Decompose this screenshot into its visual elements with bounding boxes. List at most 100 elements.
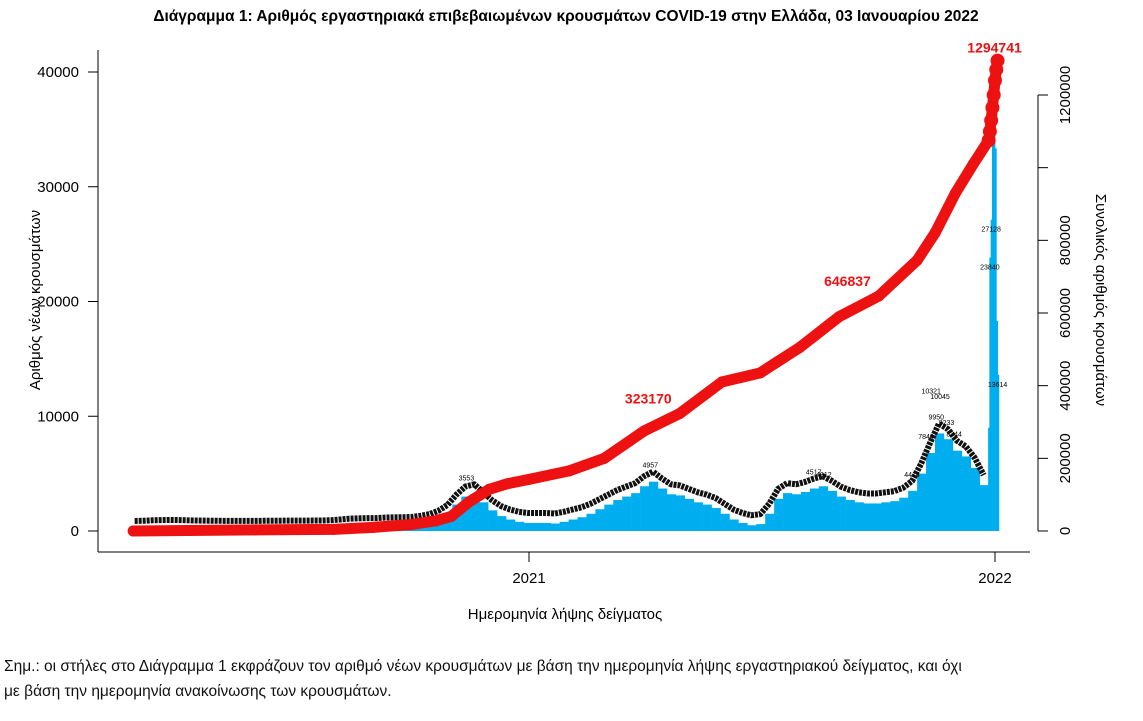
bars-layer bbox=[130, 62, 1000, 531]
cumulative-point bbox=[563, 465, 575, 477]
axes-layer: 0100002000030000400000200000400000600000… bbox=[37, 50, 1074, 587]
bar bbox=[863, 503, 873, 531]
cumulative-point bbox=[911, 254, 923, 266]
cumulative-point bbox=[967, 158, 979, 170]
cumulative-point bbox=[873, 290, 885, 302]
bar bbox=[550, 523, 560, 531]
bar bbox=[993, 62, 996, 531]
bar bbox=[988, 427, 991, 531]
bar bbox=[991, 113, 995, 531]
bar bbox=[952, 450, 963, 531]
bar bbox=[649, 481, 659, 531]
cumulative-point bbox=[986, 88, 1001, 102]
cumulative-point bbox=[483, 483, 495, 495]
bar bbox=[729, 519, 739, 531]
bar-label: 27128 bbox=[981, 227, 1001, 234]
cumulative-point bbox=[501, 478, 513, 490]
bar bbox=[934, 433, 945, 531]
x-tick-label: 2021 bbox=[512, 570, 545, 587]
cumulative-point bbox=[127, 525, 139, 537]
bar bbox=[818, 486, 829, 531]
cumulative-point bbox=[328, 523, 340, 535]
bar bbox=[461, 496, 471, 531]
bar bbox=[979, 485, 989, 531]
bar-label: 7844 bbox=[918, 434, 934, 441]
cumulative-point bbox=[984, 113, 999, 128]
bar-label: 9233 bbox=[939, 420, 955, 427]
bar bbox=[631, 493, 641, 531]
bar bbox=[541, 522, 552, 531]
left-tick-label: 20000 bbox=[37, 294, 79, 311]
bar bbox=[881, 502, 891, 531]
bar bbox=[568, 519, 578, 531]
covid-chart: Διάγραμμα 1: Αριθμός εργαστηριακά επιβεβ… bbox=[27, 8, 1109, 623]
bar bbox=[756, 524, 766, 531]
bar bbox=[532, 522, 543, 531]
cumulative-point bbox=[430, 515, 442, 527]
cumulative-point bbox=[250, 524, 262, 536]
bar bbox=[765, 513, 775, 531]
cumulative-label: 646837 bbox=[824, 273, 871, 289]
bar bbox=[917, 473, 927, 531]
cumulative-point bbox=[833, 311, 845, 323]
bar bbox=[523, 522, 534, 531]
right-tick-label: 200000 bbox=[1057, 433, 1074, 483]
bar bbox=[622, 496, 632, 531]
bar bbox=[559, 521, 569, 531]
bar bbox=[995, 321, 998, 531]
bar-label: 4517 bbox=[806, 470, 822, 477]
bar bbox=[577, 517, 587, 531]
bar bbox=[845, 500, 855, 531]
cumulative-point bbox=[794, 342, 806, 354]
bar-label: 8344 bbox=[946, 432, 962, 439]
bar bbox=[990, 219, 993, 531]
bar bbox=[800, 491, 811, 531]
bar bbox=[899, 497, 909, 531]
cumulative-point bbox=[523, 473, 535, 485]
bar-label: 10321 bbox=[921, 388, 941, 395]
cumulative-point bbox=[367, 521, 379, 533]
left-y-axis-title: Αριθμός νέων κρουσμάτων bbox=[27, 210, 44, 390]
bar bbox=[792, 494, 802, 531]
bar bbox=[640, 486, 650, 531]
bar bbox=[783, 493, 793, 531]
bar bbox=[586, 513, 596, 531]
right-tick-label: 1200000 bbox=[1057, 66, 1074, 124]
bar bbox=[666, 494, 677, 531]
bar bbox=[675, 495, 686, 531]
bar bbox=[738, 522, 748, 531]
bar bbox=[434, 520, 444, 531]
cumulative-point bbox=[598, 452, 610, 464]
cumulative-point bbox=[949, 187, 961, 199]
cumulative-line bbox=[127, 55, 1004, 537]
bar bbox=[657, 488, 668, 531]
bar bbox=[994, 148, 997, 531]
bar bbox=[479, 502, 489, 531]
bar-label: 10045 bbox=[930, 394, 950, 401]
bar bbox=[604, 504, 614, 531]
footnote: Σημ.: οι στήλες στο Διάγραμμα 1 εκφράζου… bbox=[4, 654, 1139, 704]
bar bbox=[997, 374, 1000, 531]
bar bbox=[961, 456, 972, 531]
right-tick-label: 600000 bbox=[1057, 288, 1074, 338]
bar-label: 4957 bbox=[642, 463, 658, 470]
bar bbox=[693, 502, 703, 531]
cumulative-point bbox=[406, 518, 418, 530]
bar bbox=[702, 504, 712, 531]
cumulative-point bbox=[990, 53, 1005, 68]
bar-label: 23840 bbox=[980, 264, 1000, 271]
bar bbox=[747, 525, 757, 531]
bar bbox=[470, 494, 480, 531]
cumulative-point bbox=[674, 408, 686, 420]
bar bbox=[711, 508, 721, 531]
left-tick-label: 40000 bbox=[37, 64, 79, 81]
cumulative-layer bbox=[127, 53, 1005, 537]
right-tick-label: 800000 bbox=[1057, 215, 1074, 265]
footnote-line-2: με βάση την ημερομηνία ανακοίνωσης των κ… bbox=[4, 683, 392, 700]
bar bbox=[872, 503, 882, 531]
bar-label-cluster bbox=[134, 420, 987, 524]
bar bbox=[943, 439, 954, 531]
x-tick-label: 2022 bbox=[978, 570, 1011, 587]
bar bbox=[890, 501, 900, 531]
